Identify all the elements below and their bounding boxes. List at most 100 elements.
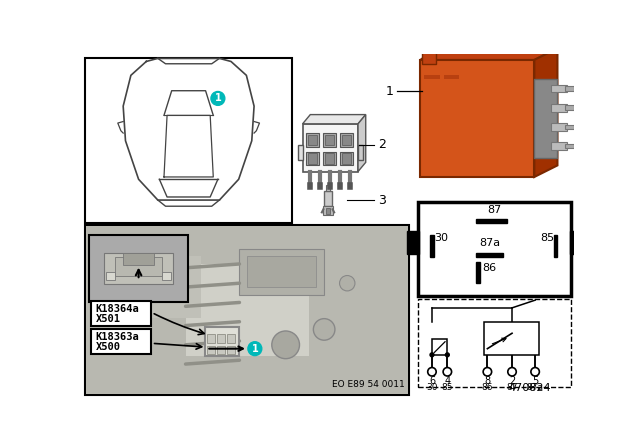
Bar [418,299,570,387]
Bar [162,272,171,280]
Text: 87a: 87a [479,238,500,248]
Bar [86,225,409,395]
Bar [298,145,303,160]
Text: X500: X500 [95,342,120,352]
Bar [554,235,557,257]
Bar [86,58,292,223]
Bar [86,226,408,394]
Polygon shape [358,115,365,172]
Bar [444,75,459,79]
Bar [323,151,336,165]
Text: 6: 6 [429,376,435,386]
Circle shape [531,367,540,376]
Text: 3: 3 [378,194,386,207]
Bar [308,153,317,164]
Bar [325,153,334,164]
Circle shape [430,353,434,357]
Bar [565,86,575,91]
Bar [308,134,317,146]
Bar [422,47,436,64]
Text: 5: 5 [532,376,538,386]
Bar [303,124,358,172]
Bar [565,144,575,148]
Text: K18364a: K18364a [95,304,140,314]
Bar [207,345,215,354]
Bar [207,334,215,343]
Bar [551,85,566,92]
Text: 30: 30 [426,383,438,392]
Bar [570,231,581,254]
Bar [432,340,447,355]
Text: 85: 85 [442,383,453,392]
Text: 2: 2 [378,138,386,151]
Text: 1: 1 [385,85,394,98]
Bar [418,202,570,296]
Text: 4: 4 [444,376,451,386]
Circle shape [443,367,452,376]
Bar [90,235,188,302]
Bar [340,133,353,147]
Bar [307,133,319,147]
Bar [424,75,440,79]
Bar [326,208,330,214]
Bar [424,75,440,79]
Text: 86: 86 [482,383,493,392]
Bar [91,329,151,354]
Bar [123,253,154,265]
Bar [534,79,557,158]
Text: 30: 30 [434,233,448,243]
Polygon shape [534,48,557,177]
Bar [217,334,225,343]
Bar [476,219,507,223]
Bar [106,272,115,280]
Bar [565,105,575,110]
Bar [115,257,162,276]
Bar [186,264,308,356]
Circle shape [428,367,436,376]
Text: 8: 8 [484,376,490,386]
Text: 85: 85 [540,233,554,243]
Bar [91,301,151,326]
Circle shape [340,276,355,291]
Bar [342,153,351,164]
Bar [227,345,235,354]
Bar [325,134,334,146]
Bar [247,256,316,287]
Bar [340,151,353,165]
Bar [307,151,319,165]
Bar [326,185,330,191]
Text: K18363a: K18363a [95,332,140,342]
Bar [407,231,419,254]
Bar [565,125,575,129]
Bar [444,75,459,79]
Bar [205,327,239,356]
Bar [323,133,336,147]
Polygon shape [303,115,365,124]
Bar [551,142,566,150]
Text: 1: 1 [252,344,258,353]
Bar [323,206,333,215]
Text: 87: 87 [506,383,518,392]
Bar [104,253,173,284]
Bar [239,249,324,295]
Bar [551,104,566,112]
Bar [476,253,503,257]
Text: 87a: 87a [527,383,543,392]
Circle shape [483,367,492,376]
Text: X501: X501 [95,314,120,323]
Bar [324,191,332,206]
Text: EO E89 54 0011: EO E89 54 0011 [332,380,405,389]
Circle shape [314,319,335,340]
Polygon shape [420,48,557,60]
Bar [444,75,459,79]
Bar [124,256,201,318]
Text: 87: 87 [487,205,502,215]
Text: 86: 86 [482,263,496,273]
Bar [551,123,566,131]
Bar [424,75,440,79]
Circle shape [211,91,225,105]
Bar [476,262,480,283]
Bar [431,235,435,257]
Bar [217,345,225,354]
Text: 470824: 470824 [509,383,551,392]
